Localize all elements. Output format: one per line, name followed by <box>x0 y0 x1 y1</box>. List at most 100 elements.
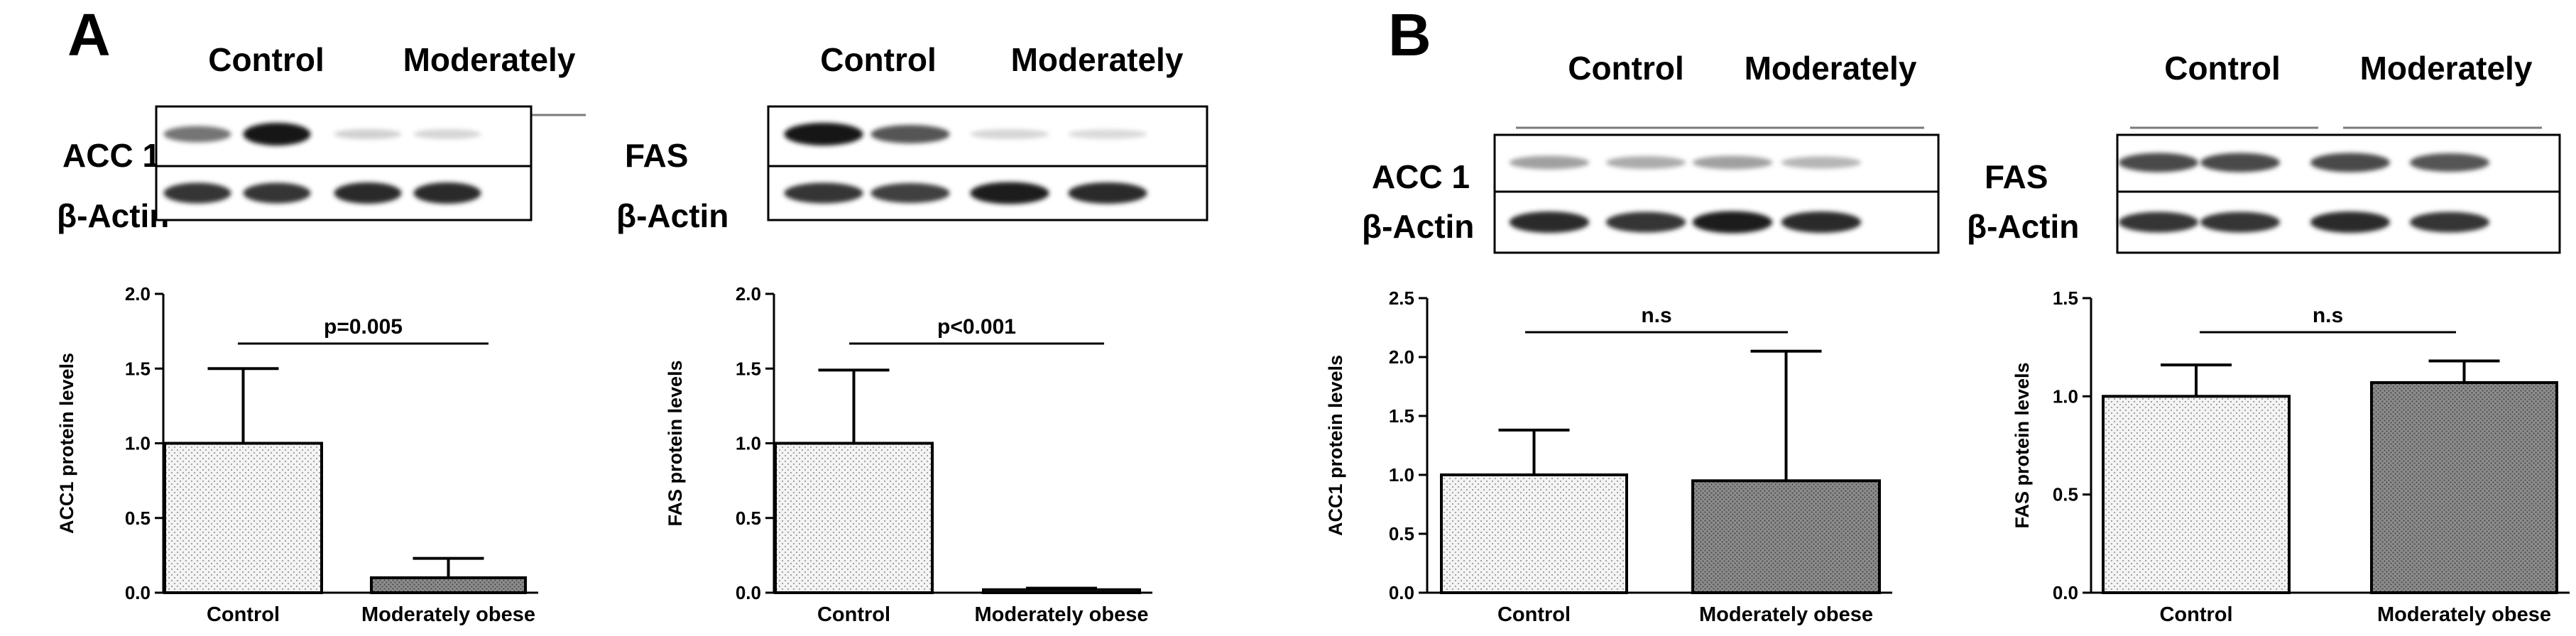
western-blot: Control Moderately ACC 1 β-Actin <box>1362 50 1940 254</box>
y-tick-label: 0.5 <box>125 508 151 529</box>
y-tick-label: 0.5 <box>1389 523 1414 544</box>
loading-band <box>2118 212 2199 233</box>
blot-group-label: Moderately <box>2360 50 2533 87</box>
loading-band <box>2310 212 2391 233</box>
loading-band <box>871 183 950 203</box>
target-band <box>970 129 1049 139</box>
target-band <box>2409 153 2490 172</box>
target-band <box>334 128 402 140</box>
bar <box>370 576 527 595</box>
y-axis-label: FAS protein levels <box>2012 362 2033 528</box>
target-band <box>243 123 311 146</box>
blot-group-label: Control <box>208 41 324 78</box>
x-category-label: Control <box>1497 603 1571 626</box>
loading-band <box>1509 212 1590 233</box>
target-band <box>784 123 863 146</box>
x-category-label: Control <box>207 603 280 626</box>
bar <box>1691 479 1881 594</box>
bar-chart: 0.0 0.5 1.0 1.5 FAS protein levels Control Mod… <box>2012 287 2570 626</box>
target-band <box>1509 155 1590 170</box>
loading-band <box>163 182 231 204</box>
y-tick-label: 1.0 <box>1389 464 1414 486</box>
target-band <box>1781 156 1862 169</box>
target-band <box>2118 153 2199 172</box>
loading-control-label: β-Actin <box>1362 208 1474 245</box>
y-tick-label: 0.0 <box>1389 582 1414 603</box>
bar <box>2102 395 2291 594</box>
blot-group-label: Control <box>1568 50 1684 87</box>
y-tick-label: 2.0 <box>736 283 761 305</box>
loading-band <box>784 182 863 204</box>
bar-charts: 0.0 0.5 1.0 1.5 2.0 ACC1 protein levels Contro… <box>56 283 2570 626</box>
blot-frame <box>1493 133 1940 254</box>
blot-group-label: Control <box>2164 50 2281 87</box>
loading-control-label: β-Actin <box>57 197 169 234</box>
panel-letter-b: B <box>1388 1 1431 68</box>
target-band <box>1692 155 1773 170</box>
y-tick-label: 1.0 <box>2053 385 2078 407</box>
x-category-label: Moderately obese <box>361 603 535 626</box>
bar <box>2370 380 2558 594</box>
western-blot: Control Moderately FAS β-Actin <box>616 41 1208 234</box>
significance-label: p=0.005 <box>324 315 403 339</box>
y-tick-label: 1.5 <box>1389 405 1414 427</box>
x-category-label: Moderately obese <box>1699 603 1873 626</box>
western-blots: Control Moderately ACC 1 β-Actin Control Mode… <box>57 41 2561 254</box>
y-tick-label: 2.5 <box>1389 287 1414 309</box>
target-band <box>871 125 950 143</box>
loading-band <box>1781 212 1862 233</box>
y-tick-label: 2.0 <box>1389 346 1414 368</box>
x-category-label: Moderately obese <box>975 603 1149 626</box>
western-blot: Control Moderately ACC 1 β-Actin <box>57 41 586 234</box>
target-band <box>2310 153 2391 172</box>
bar-chart: 0.0 0.5 1.0 1.5 2.0 2.5 ACC1 protein levels Con… <box>1325 287 1892 626</box>
loading-control-label: β-Actin <box>1967 208 2079 245</box>
y-tick-label: 1.5 <box>736 358 761 379</box>
bar-chart: 0.0 0.5 1.0 1.5 2.0 FAS protein levels Control… <box>665 283 1152 626</box>
loading-band <box>1605 212 1686 233</box>
significance-label: p<0.001 <box>937 315 1016 339</box>
target-protein-label: FAS <box>1985 158 2048 195</box>
bar <box>1440 473 1628 594</box>
blot-frame <box>2116 133 2561 254</box>
target-protein-label: ACC 1 <box>62 137 160 174</box>
y-tick-label: 0.0 <box>736 582 761 603</box>
panel-letter-a: A <box>67 1 111 68</box>
y-axis-label: ACC1 protein levels <box>56 353 77 534</box>
y-tick-label: 0.5 <box>736 508 761 529</box>
loading-band <box>1692 211 1773 234</box>
y-tick-label: 1.0 <box>736 433 761 454</box>
loading-control-label: β-Actin <box>616 197 728 234</box>
y-tick-label: 0.0 <box>2053 582 2078 603</box>
significance-label: n.s <box>1641 304 1671 327</box>
blot-group-label: Moderately <box>403 41 576 78</box>
western-blot: Control Moderately FAS β-Actin <box>1967 50 2561 254</box>
significance-label: n.s <box>2313 304 2343 327</box>
bar <box>163 442 323 594</box>
bar-chart: 0.0 0.5 1.0 1.5 2.0 ACC1 protein levels Contro… <box>56 283 538 626</box>
y-axis-label: FAS protein levels <box>665 360 686 526</box>
target-band <box>1605 156 1686 169</box>
loading-band <box>2409 212 2490 233</box>
blot-group-label: Moderately <box>1745 50 1917 87</box>
y-tick-label: 0.5 <box>2053 484 2078 505</box>
loading-band <box>2200 212 2281 233</box>
target-protein-label: ACC 1 <box>1372 158 1470 195</box>
x-category-label: Moderately obese <box>2377 603 2551 626</box>
target-band <box>413 129 481 139</box>
target-band <box>1068 129 1147 139</box>
loading-band <box>970 182 1049 204</box>
y-tick-label: 1.0 <box>125 433 151 454</box>
x-category-label: Control <box>817 603 890 626</box>
x-category-label: Control <box>2159 603 2232 626</box>
y-tick-label: 2.0 <box>125 283 151 305</box>
bar <box>774 442 934 594</box>
y-tick-label: 1.5 <box>2053 287 2078 309</box>
y-axis-label: ACC1 protein levels <box>1325 355 1346 536</box>
bar <box>982 588 1141 594</box>
y-tick-label: 0.0 <box>125 582 151 603</box>
blot-group-label: Moderately <box>1011 41 1184 78</box>
loading-band <box>334 182 402 204</box>
target-band <box>163 126 231 143</box>
